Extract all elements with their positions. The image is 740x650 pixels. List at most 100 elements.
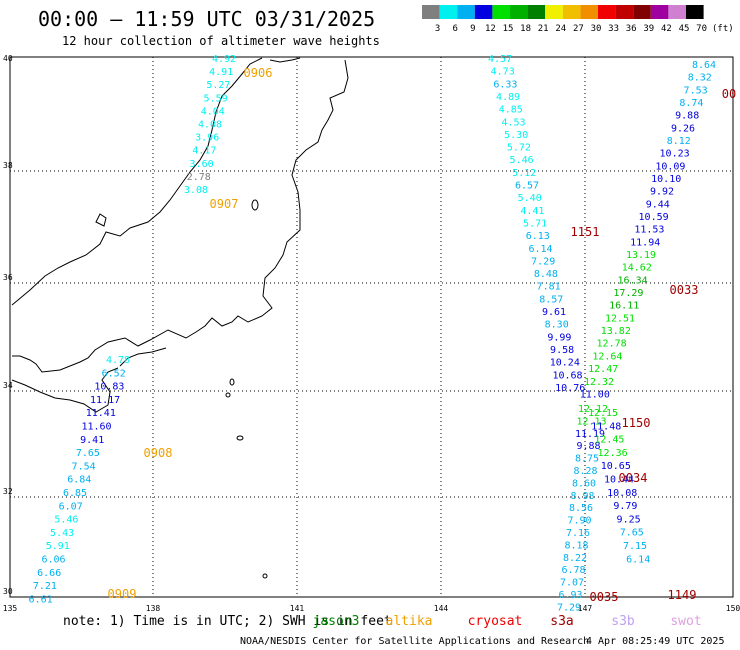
swh-value: 5.46 — [510, 155, 534, 166]
island-sado — [251, 199, 259, 211]
swh-value: 9.25 — [617, 514, 641, 525]
scale-tick-label: 18 — [520, 24, 531, 34]
swh-value: 7.29 — [531, 256, 555, 267]
swh-value: 6.06 — [41, 555, 65, 566]
pass-time-label: 1151 — [571, 225, 600, 239]
swh-value: 10.09 — [655, 161, 685, 172]
scale-swatch — [615, 5, 634, 19]
scale-tick-label: 42 — [661, 24, 672, 34]
scale-swatch — [650, 5, 669, 19]
swh-value: 8.28 — [573, 466, 597, 477]
swh-value: 7.53 — [684, 85, 708, 96]
swh-value: 4.08 — [198, 120, 222, 131]
swh-value: 13.19 — [626, 250, 656, 261]
scale-swatch — [527, 5, 546, 19]
pass-time-label: 0906 — [244, 66, 273, 80]
swh-value: 4.78 — [106, 355, 130, 366]
swh-value: 12.47 — [588, 364, 618, 375]
swh-value: 5.46 — [54, 515, 78, 526]
pass-time-label: 0035 — [590, 590, 619, 604]
scale-tick-label: 45 — [679, 24, 690, 34]
pass-time-label: 1149 — [668, 588, 697, 602]
swh-value: 12.36 — [598, 448, 628, 459]
swh-value: 8.12 — [667, 136, 691, 147]
swh-value: 6.52 — [102, 368, 126, 379]
satellite-name: swot — [670, 614, 701, 629]
lon-label: 138 — [146, 604, 161, 613]
lat-label: 36 — [3, 273, 13, 282]
swh-value: 7.21 — [33, 581, 57, 592]
swh-value: 10.76 — [555, 383, 585, 394]
swh-value: 16.11 — [609, 301, 639, 312]
swh-value: 10.23 — [660, 149, 690, 160]
swh-value: 4.89 — [496, 92, 520, 103]
swh-value: 10.59 — [639, 212, 669, 223]
scale-tick-label: 21 — [538, 24, 549, 34]
lat-label: 40 — [3, 54, 13, 63]
swh-value: 6.93 — [558, 590, 582, 601]
swh-value: 9.58 — [550, 345, 574, 356]
swh-value: 8.18 — [564, 540, 588, 551]
lon-label: 144 — [434, 604, 449, 613]
scale-tick-label: 6 — [452, 24, 457, 34]
scale-tick-label: 36 — [626, 24, 637, 34]
swh-value: 4.73 — [491, 67, 515, 78]
coastline — [11, 57, 349, 579]
swh-value: 5.30 — [504, 130, 528, 141]
lon-label: 147 — [578, 604, 593, 613]
swh-value: 8.48 — [534, 269, 558, 280]
satellite-name: altika — [386, 614, 433, 629]
swh-value: 4.53 — [501, 117, 525, 128]
pass-time-label: 00 — [722, 87, 736, 101]
swh-value: 7.65 — [76, 448, 100, 459]
swh-value: 11.60 — [81, 422, 111, 433]
graticule: 40 38 36 34 32 30 135 138 141 144 147 150 — [3, 54, 740, 613]
swh-value: 8.60 — [572, 478, 596, 489]
swh-value: 10.68 — [552, 370, 582, 381]
scale-tick-label: 3 — [435, 24, 440, 34]
pass-time-label: 0909 — [108, 587, 137, 601]
swh-value: 12.32 — [584, 377, 614, 388]
scale-swatch — [492, 5, 510, 19]
swh-value: 13.82 — [601, 326, 631, 337]
swh-value: 2.78 — [187, 172, 211, 183]
swh-value: 4.92 — [212, 54, 236, 65]
kii-coast — [119, 347, 167, 367]
swh-value: 10.65 — [601, 461, 631, 472]
swh-value: 9.92 — [650, 187, 674, 198]
swh-value: 5.71 — [523, 218, 547, 229]
hokkaido-coast — [269, 57, 301, 63]
map-frame — [9, 56, 734, 598]
swh-value: 7.90 — [567, 516, 591, 527]
swh-value: 8.64 — [692, 60, 716, 71]
swh-value: 11.17 — [90, 395, 120, 406]
lat-label: 32 — [3, 487, 13, 496]
lat-label: 38 — [3, 161, 13, 170]
island-hachijo — [236, 435, 244, 441]
swh-value: 5.72 — [507, 143, 531, 154]
swh-value: 11.48 — [591, 421, 621, 432]
swh-value: 6.85 — [63, 488, 87, 499]
swh-value: 6.14 — [626, 554, 650, 565]
swh-value: 12.13 — [576, 416, 606, 427]
swh-value: 6.14 — [528, 244, 552, 255]
swh-value: 4.17 — [192, 146, 216, 157]
swh-value: 9.79 — [613, 501, 637, 512]
swh-value: 6.66 — [37, 568, 61, 579]
scale-tick-label: 27 — [573, 24, 584, 34]
swh-value: 4.41 — [520, 206, 544, 217]
swh-value: 5.12 — [512, 168, 536, 179]
scale-tick-label: 9 — [470, 24, 475, 34]
swh-value: 6.33 — [493, 79, 517, 90]
swh-value: 17.29 — [613, 288, 643, 299]
noto-peninsula — [95, 213, 107, 227]
swh-value: 9.61 — [542, 307, 566, 318]
scale-swatch — [580, 5, 598, 19]
map-subtitle: 12 hour collection of altimeter wave hei… — [62, 34, 380, 48]
scale-tick-label: 30 — [591, 24, 602, 34]
swh-value: 14.62 — [622, 263, 652, 274]
pass-time-label: 0907 — [210, 197, 239, 211]
shikoku-coast — [11, 367, 119, 413]
scale-swatch — [545, 5, 563, 19]
